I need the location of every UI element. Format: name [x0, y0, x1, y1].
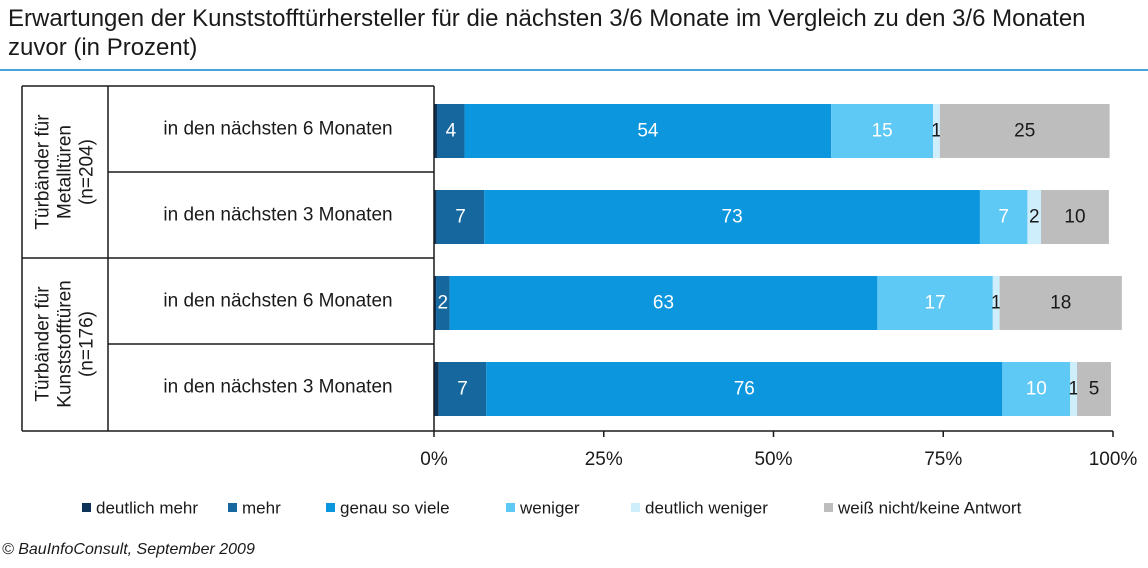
legend-swatch — [824, 503, 833, 512]
bar-segment — [831, 104, 934, 158]
bar-segment — [449, 276, 878, 330]
data-label: 76 — [734, 379, 755, 400]
bar-segment — [979, 190, 1028, 244]
data-label: 7 — [457, 379, 468, 400]
data-label: 2 — [438, 293, 449, 314]
data-label: 10 — [1026, 379, 1047, 400]
bar-segment — [434, 362, 439, 416]
bar-segment — [1027, 190, 1042, 244]
data-label: 54 — [637, 121, 659, 142]
group-label: Türbänder für — [33, 114, 54, 230]
x-tick-label: 50% — [754, 449, 792, 470]
source-note: © BauInfoConsult, September 2009 — [2, 541, 255, 558]
group-label: Kunststofftüren — [55, 280, 76, 407]
x-tick-label: 0% — [420, 449, 448, 470]
data-label: 1 — [1068, 379, 1079, 400]
data-label: 10 — [1064, 207, 1085, 228]
category-label: in den nächsten 6 Monaten — [163, 291, 392, 312]
data-label: 73 — [722, 207, 743, 228]
group-label: (n=204) — [77, 139, 98, 205]
title-divider — [0, 69, 1148, 71]
chart-title: Erwartungen der Kunststofftürhersteller … — [8, 5, 1086, 61]
bar-segment — [486, 362, 1003, 416]
data-label: 1 — [931, 121, 942, 142]
legend-label: deutlich mehr — [96, 499, 198, 518]
data-label: 25 — [1014, 121, 1035, 142]
x-tick-label: 100% — [1089, 449, 1138, 470]
bar-segment — [437, 104, 465, 158]
data-label: 4 — [446, 121, 457, 142]
legend-label: weiß nicht/keine Antwort — [837, 499, 1022, 518]
bar-segment — [434, 190, 437, 244]
bar-segment — [1070, 362, 1078, 416]
data-label: 7 — [998, 207, 1009, 228]
legend-label: weniger — [519, 499, 580, 518]
legend-label: mehr — [242, 499, 281, 518]
bar-segment — [1002, 362, 1071, 416]
legend-swatch — [228, 503, 237, 512]
bar-segment — [992, 276, 1000, 330]
group-label: (n=176) — [77, 311, 98, 377]
x-tick-label: 75% — [924, 449, 962, 470]
data-label: 15 — [872, 121, 893, 142]
group-label: Metalltüren — [55, 125, 76, 219]
bar-segment — [877, 276, 993, 330]
bar-segment — [436, 190, 485, 244]
data-label: 5 — [1089, 379, 1100, 400]
legend-swatch — [326, 503, 335, 512]
legend-label: deutlich weniger — [645, 499, 768, 518]
bar-segment — [464, 104, 832, 158]
bar-segment — [1077, 362, 1111, 416]
bar-segment — [1041, 190, 1109, 244]
bar-segment — [434, 104, 438, 158]
legend-label: genau so viele — [340, 499, 450, 518]
data-label: 17 — [925, 293, 946, 314]
data-label: 63 — [653, 293, 674, 314]
data-label: 2 — [1029, 207, 1040, 228]
x-tick-label: 25% — [585, 449, 623, 470]
bar-segment — [999, 276, 1122, 330]
bar-segment — [939, 104, 1110, 158]
legend-swatch — [631, 503, 640, 512]
bar-segment — [933, 104, 940, 158]
legend-swatch — [82, 503, 91, 512]
bar-segment — [436, 276, 450, 330]
bar-segment — [484, 190, 980, 244]
data-label: 7 — [455, 207, 466, 228]
legend-swatch — [506, 503, 515, 512]
bar-segment — [438, 362, 487, 416]
category-label: in den nächsten 6 Monaten — [163, 119, 392, 140]
bar-segment — [434, 276, 437, 330]
category-label: in den nächsten 3 Monaten — [163, 377, 392, 398]
category-label: in den nächsten 3 Monaten — [163, 205, 392, 226]
data-label: 1 — [991, 293, 1002, 314]
group-label: Türbänder für — [33, 286, 54, 402]
data-label: 18 — [1050, 293, 1071, 314]
